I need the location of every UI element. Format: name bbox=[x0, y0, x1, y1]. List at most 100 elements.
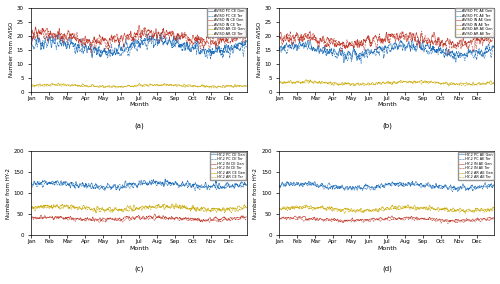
AVISO IN CE Gen bbox=[205, 36, 211, 39]
HY-2 PC AE Ter bbox=[492, 185, 498, 188]
HY-2 AR AE Gen bbox=[464, 208, 469, 212]
HY-2 PC AE Gen bbox=[464, 188, 469, 191]
AVISO AR AE Gen bbox=[439, 82, 445, 85]
Line: HY-2 AR CE Gen: HY-2 AR CE Gen bbox=[32, 204, 246, 212]
AVISO IN CE Ter bbox=[244, 31, 250, 35]
HY-2 PC CE Gen bbox=[216, 182, 222, 185]
HY-2 IN CE Gen bbox=[116, 217, 122, 220]
HY-2 IN AE Gen bbox=[492, 216, 498, 220]
HY-2 PC CE Gen bbox=[244, 183, 250, 186]
AVISO IN CE Gen bbox=[136, 24, 142, 27]
AVISO AR AE Ter bbox=[276, 82, 282, 85]
HY-2 AR CE Ter bbox=[120, 210, 126, 213]
AVISO IN AE Ter bbox=[368, 44, 374, 48]
HY-2 PC AE Gen bbox=[492, 183, 498, 187]
HY-2 PC CE Ter bbox=[205, 186, 211, 189]
AVISO PC CE Ter bbox=[216, 45, 222, 49]
Line: HY-2 IN AE Gen: HY-2 IN AE Gen bbox=[280, 216, 494, 223]
HY-2 AR AE Ter bbox=[492, 208, 498, 211]
AVISO IN CE Ter bbox=[216, 42, 222, 46]
Legend: AVISO PC AE Gen, AVISO PC AE Ter, AVISO IN AE Gen, AVISO IN AE Ter, AVISO AR AE : AVISO PC AE Gen, AVISO PC AE Ter, AVISO … bbox=[455, 8, 494, 37]
HY-2 PC AE Ter bbox=[450, 190, 456, 193]
HY-2 AR AE Ter bbox=[364, 209, 370, 212]
HY-2 AR CE Gen bbox=[216, 207, 222, 210]
HY-2 PC CE Gen bbox=[120, 185, 126, 189]
HY-2 PC CE Ter bbox=[216, 187, 222, 191]
AVISO IN AE Gen bbox=[307, 30, 313, 33]
HY-2 PC AE Gen bbox=[463, 189, 469, 192]
AVISO IN AE Ter bbox=[276, 36, 282, 39]
HY-2 PC AE Ter bbox=[464, 187, 469, 191]
HY-2 PC CE Ter bbox=[244, 183, 250, 186]
AVISO PC AE Gen bbox=[453, 51, 459, 55]
HY-2 IN CE Ter bbox=[191, 218, 197, 222]
HY-2 AR AE Gen bbox=[405, 203, 411, 206]
Line: AVISO AR AE Ter: AVISO AR AE Ter bbox=[280, 81, 494, 86]
Line: HY-2 AR AE Ter: HY-2 AR AE Ter bbox=[280, 205, 494, 214]
AVISO PC CE Gen bbox=[244, 40, 250, 44]
AVISO PC CE Ter bbox=[205, 54, 211, 58]
AVISO IN AE Gen bbox=[364, 35, 370, 38]
X-axis label: Month: Month bbox=[377, 102, 397, 107]
Line: AVISO PC CE Gen: AVISO PC CE Gen bbox=[32, 33, 246, 58]
HY-2 AR AE Gen bbox=[360, 210, 366, 214]
AVISO PC CE Gen bbox=[89, 56, 95, 59]
HY-2 AR CE Gen bbox=[116, 208, 122, 212]
HY-2 IN AE Ter bbox=[364, 219, 370, 223]
HY-2 PC AE Ter bbox=[453, 187, 459, 190]
AVISO IN AE Ter bbox=[453, 48, 459, 51]
HY-2 IN AE Ter bbox=[453, 220, 459, 223]
AVISO AR AE Ter bbox=[368, 82, 374, 86]
HY-2 IN CE Ter bbox=[120, 219, 126, 223]
AVISO AR CE Ter bbox=[216, 84, 222, 88]
HY-2 IN AE Ter bbox=[492, 218, 498, 221]
HY-2 PC CE Gen bbox=[28, 181, 34, 184]
HY-2 IN AE Ter bbox=[276, 218, 282, 221]
HY-2 IN CE Ter bbox=[156, 214, 162, 217]
AVISO IN CE Gen bbox=[244, 35, 250, 38]
AVISO IN CE Gen bbox=[66, 30, 71, 34]
HY-2 IN CE Ter bbox=[205, 218, 211, 222]
Line: AVISO IN CE Gen: AVISO IN CE Gen bbox=[32, 25, 246, 48]
HY-2 PC AE Gen bbox=[314, 183, 320, 186]
X-axis label: Month: Month bbox=[129, 102, 149, 107]
HY-2 IN AE Ter bbox=[464, 218, 469, 222]
AVISO PC AE Gen bbox=[492, 45, 498, 49]
HY-2 IN AE Gen bbox=[314, 217, 320, 220]
HY-2 IN AE Gen bbox=[276, 217, 282, 220]
AVISO AR CE Ter bbox=[66, 84, 72, 88]
Line: AVISO PC AE Gen: AVISO PC AE Gen bbox=[280, 40, 494, 63]
AVISO PC CE Gen bbox=[205, 50, 211, 53]
HY-2 AR AE Gen bbox=[439, 208, 445, 211]
Text: (c): (c) bbox=[134, 266, 143, 272]
Y-axis label: Number from HY-2: Number from HY-2 bbox=[6, 168, 10, 219]
AVISO IN AE Gen bbox=[464, 42, 469, 46]
AVISO IN CE Ter bbox=[28, 35, 34, 38]
AVISO AR AE Gen bbox=[464, 82, 469, 85]
HY-2 IN CE Ter bbox=[244, 217, 250, 220]
AVISO PC CE Ter bbox=[208, 58, 214, 61]
AVISO AR AE Gen bbox=[492, 81, 498, 84]
HY-2 IN CE Ter bbox=[216, 220, 222, 224]
HY-2 PC CE Gen bbox=[116, 185, 122, 189]
HY-2 AR CE Gen bbox=[192, 207, 198, 210]
HY-2 IN AE Gen bbox=[464, 217, 469, 220]
AVISO AR AE Gen bbox=[303, 78, 309, 81]
AVISO AR AE Ter bbox=[464, 83, 469, 86]
HY-2 IN CE Gen bbox=[198, 220, 203, 224]
AVISO PC AE Ter bbox=[276, 48, 282, 51]
HY-2 AR CE Gen bbox=[173, 202, 179, 205]
HY-2 AR AE Ter bbox=[453, 209, 459, 213]
HY-2 IN AE Gen bbox=[389, 214, 395, 218]
AVISO IN AE Gen bbox=[492, 34, 498, 37]
AVISO PC AE Ter bbox=[439, 51, 445, 54]
AVISO PC AE Ter bbox=[492, 47, 498, 50]
HY-2 IN CE Gen bbox=[152, 212, 158, 216]
HY-2 AR AE Gen bbox=[276, 207, 282, 211]
Line: AVISO AR CE Gen: AVISO AR CE Gen bbox=[32, 83, 246, 87]
HY-2 IN CE Gen bbox=[120, 217, 126, 220]
Line: HY-2 IN CE Ter: HY-2 IN CE Ter bbox=[32, 216, 246, 222]
AVISO AR CE Ter bbox=[244, 84, 250, 88]
Line: HY-2 PC AE Ter: HY-2 PC AE Ter bbox=[280, 181, 494, 192]
Line: HY-2 PC CE Gen: HY-2 PC CE Gen bbox=[32, 179, 246, 191]
